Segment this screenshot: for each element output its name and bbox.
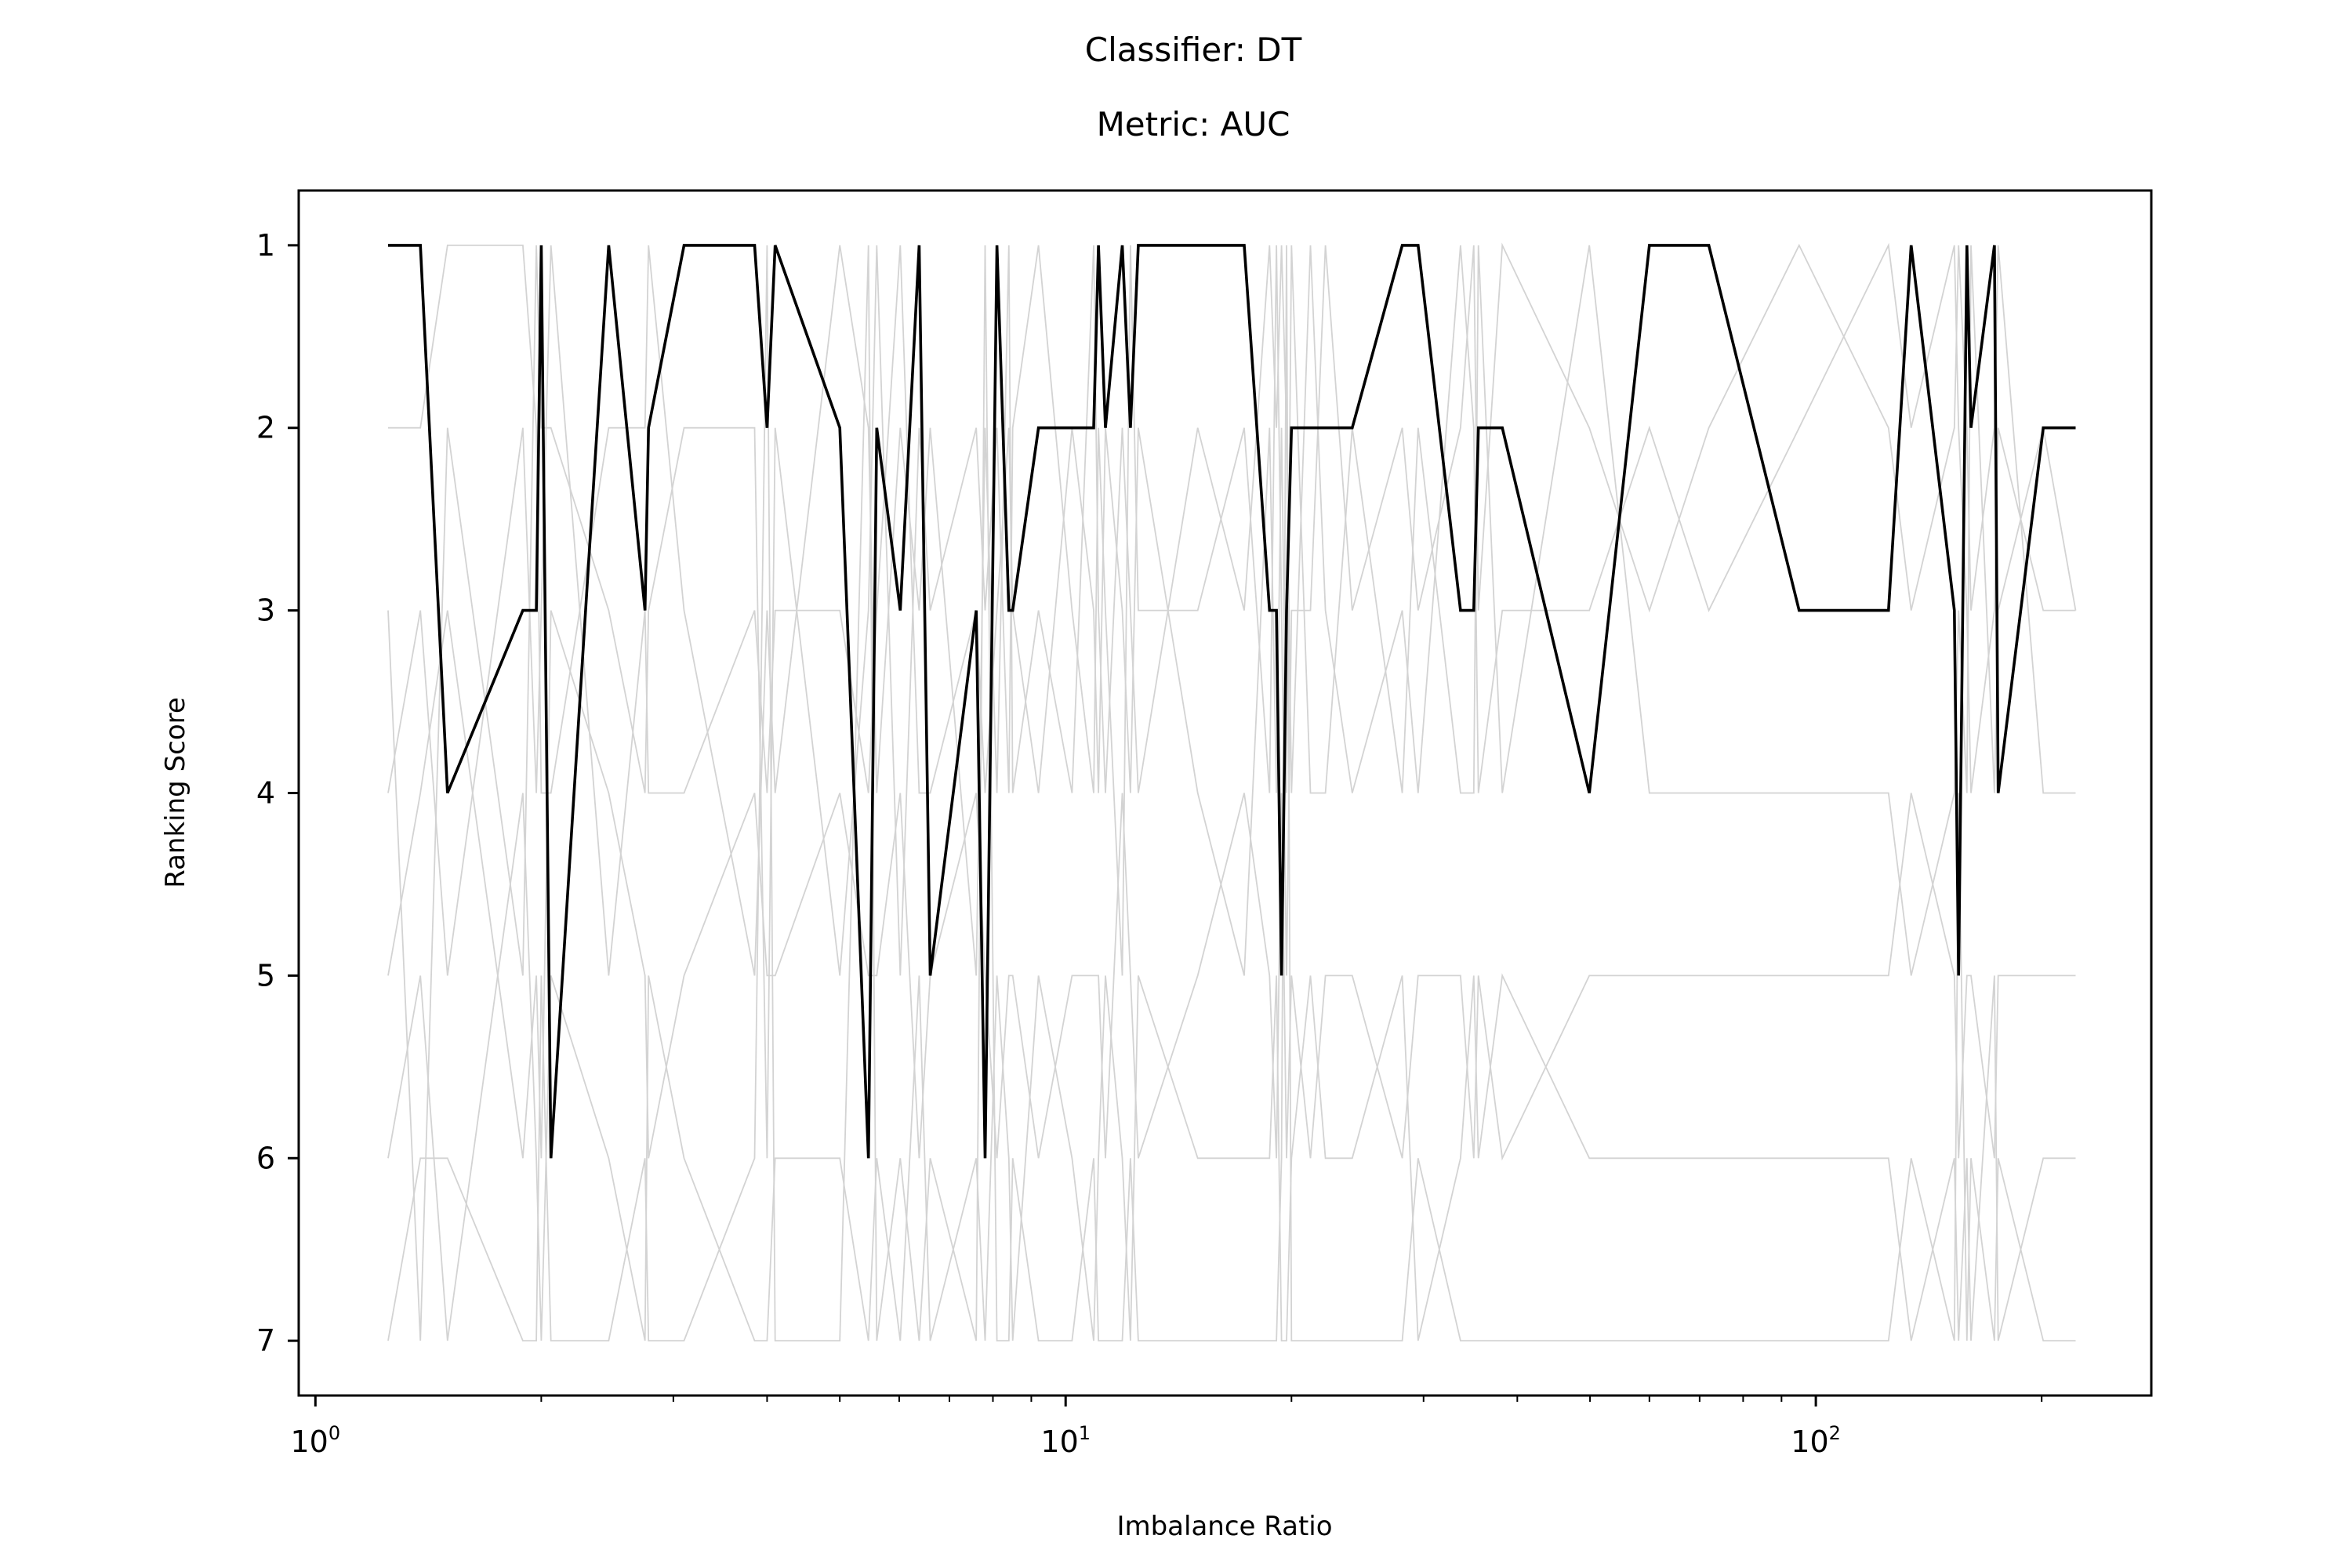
series-line-3 — [387, 242, 2076, 1341]
series-line-4 — [387, 245, 2077, 976]
series-line-5 — [387, 610, 2076, 1161]
series-line-6 — [387, 793, 2076, 1341]
y-tick-label: 7 — [256, 1323, 275, 1358]
series-line-7 — [387, 245, 2076, 1341]
y-tick-label: 3 — [256, 593, 275, 628]
chart-subtitle: Metric: AUC — [1097, 105, 1290, 143]
highlighted-series-line — [388, 244, 2076, 1159]
x-axis-label: Imbalance Ratio — [1116, 1511, 1332, 1542]
y-axis-label: Ranking Score — [160, 697, 191, 888]
y-tick-label: 5 — [256, 958, 275, 993]
y-tick-label: 1 — [256, 228, 275, 263]
x-tick-label: 101 — [1040, 1422, 1091, 1459]
y-tick-label: 4 — [256, 776, 275, 811]
ticks-layer: 1 2 3 4 5 6 7 100 101 102 — [256, 228, 2043, 1459]
chart-title: Classifier: DT — [1085, 31, 1302, 69]
y-tick-label: 2 — [256, 411, 275, 445]
x-tick-label: 100 — [290, 1422, 340, 1459]
x-tick-label: 102 — [1791, 1422, 1841, 1459]
series-layer — [387, 242, 2077, 1341]
y-tick-label: 6 — [256, 1141, 275, 1175]
